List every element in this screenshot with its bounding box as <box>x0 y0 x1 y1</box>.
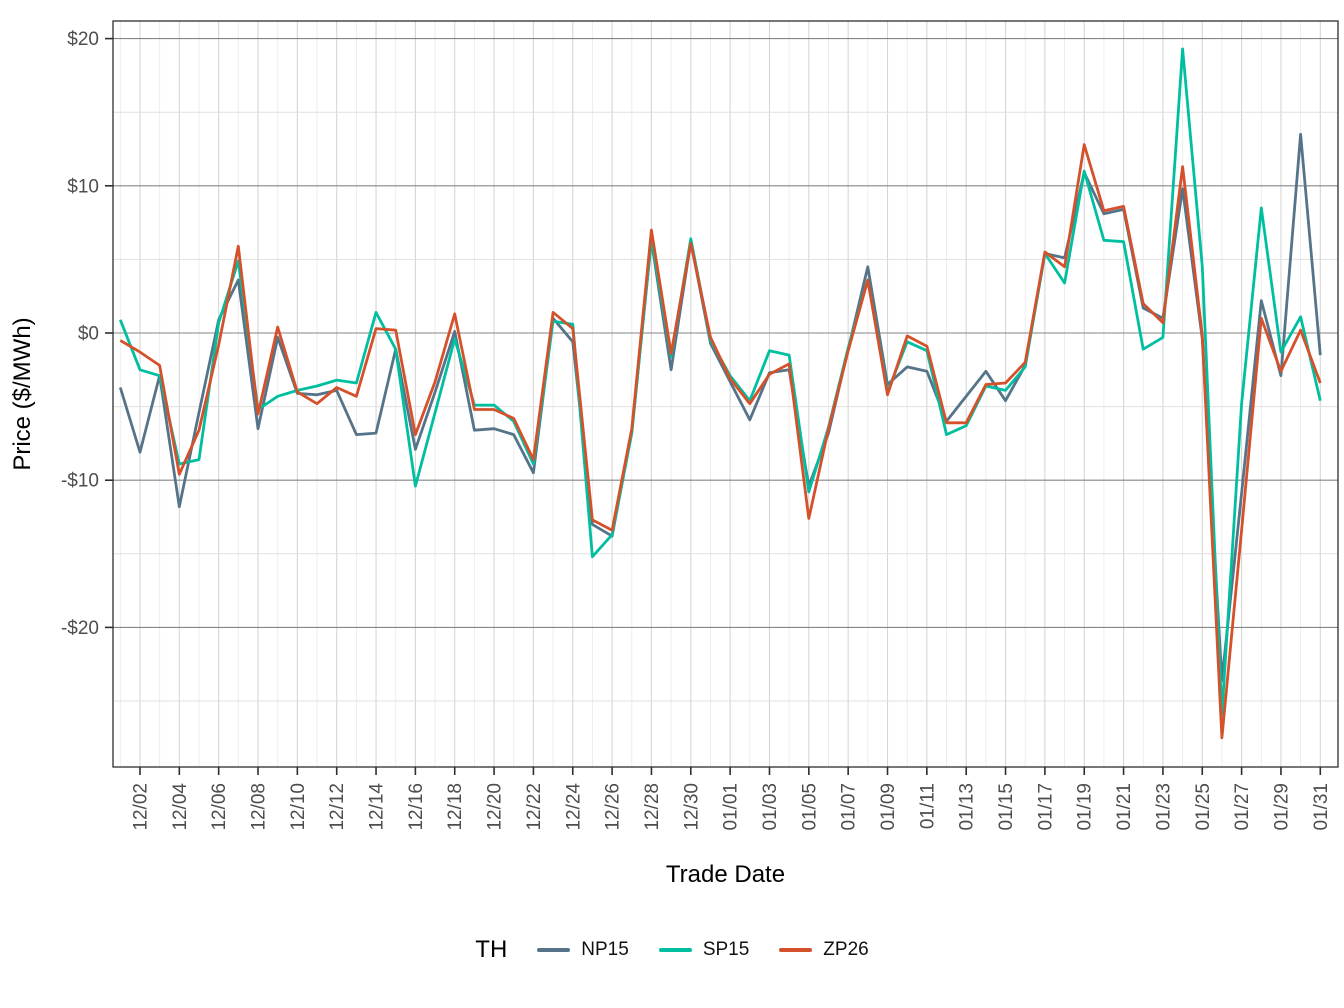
x-tick-label: 12/20 <box>485 783 506 831</box>
axes: $20 $10 $0 -$10 -$20 12/02 12/04 12/06 12/08 12/1… <box>61 29 1332 830</box>
x-tick-label: 12/10 <box>288 783 309 831</box>
legend-label-zp26: ZP26 <box>823 939 869 960</box>
x-tick-label: 01/03 <box>760 783 781 831</box>
x-tick-label: 01/27 <box>1232 783 1253 831</box>
x-tick-label: 12/04 <box>170 783 191 831</box>
legend-item-sp15: SP15 <box>658 939 750 961</box>
x-tick-label: 01/15 <box>996 783 1017 831</box>
x-tick-label: 12/12 <box>327 783 348 831</box>
legend-label-sp15: SP15 <box>702 939 750 960</box>
legend: TH NP15 SP15 ZP26 <box>0 936 1344 964</box>
x-tick-label: 01/05 <box>799 783 820 831</box>
y-tick-label: -$10 <box>61 471 99 492</box>
sp15-line-swatch-icon <box>658 948 692 952</box>
x-axis-title: Trade Date <box>666 861 785 888</box>
sp15-line <box>118 47 1322 716</box>
x-tick-label: 01/21 <box>1114 783 1135 831</box>
x-tick-label: 01/23 <box>1153 783 1174 831</box>
zp26-line <box>119 143 1322 740</box>
x-tick-label: 01/09 <box>878 783 899 831</box>
legend-title: TH <box>475 936 508 963</box>
np15-line-swatch-icon <box>537 948 571 952</box>
y-tick-label: $20 <box>67 29 99 50</box>
x-tick-label: 01/13 <box>957 783 978 831</box>
legend-item-zp26: ZP26 <box>779 939 869 961</box>
legend-item-np15: NP15 <box>537 939 629 961</box>
x-tick-label: 12/22 <box>524 783 545 831</box>
x-tick-label: 01/01 <box>721 783 742 831</box>
y-axis-title: Price ($/MWh) <box>9 317 36 470</box>
x-tick-label: 01/07 <box>839 783 860 831</box>
x-tick-label: 12/24 <box>563 783 584 831</box>
plot-panel-border <box>112 20 1339 768</box>
x-tick-label: 01/31 <box>1311 783 1332 831</box>
x-tick-label: 12/18 <box>445 783 466 831</box>
x-tick-label: 12/08 <box>249 783 270 831</box>
x-tick-label: 12/30 <box>681 783 702 831</box>
x-tick-label: 12/06 <box>209 783 230 831</box>
legend-label-np15: NP15 <box>581 939 629 960</box>
series-lines <box>118 47 1322 740</box>
y-tick-label: $10 <box>67 176 99 197</box>
y-tick-label: $0 <box>78 324 99 345</box>
x-tick-label: 12/02 <box>130 783 151 831</box>
x-tick-label: 01/25 <box>1193 783 1214 831</box>
x-tick-label: 01/17 <box>1035 783 1056 831</box>
x-tick-label: 12/26 <box>603 783 624 831</box>
x-tick-label: 12/14 <box>367 783 388 831</box>
x-tick-label: 01/19 <box>1075 783 1096 831</box>
x-tick-label: 12/28 <box>642 783 663 831</box>
np15-line <box>118 132 1322 682</box>
x-tick-label: 12/16 <box>406 783 427 831</box>
x-tick-label: 01/11 <box>917 783 938 829</box>
zp26-line-swatch-icon <box>779 948 813 952</box>
y-tick-label: -$20 <box>61 618 99 639</box>
x-tick-label: 01/29 <box>1271 783 1292 831</box>
